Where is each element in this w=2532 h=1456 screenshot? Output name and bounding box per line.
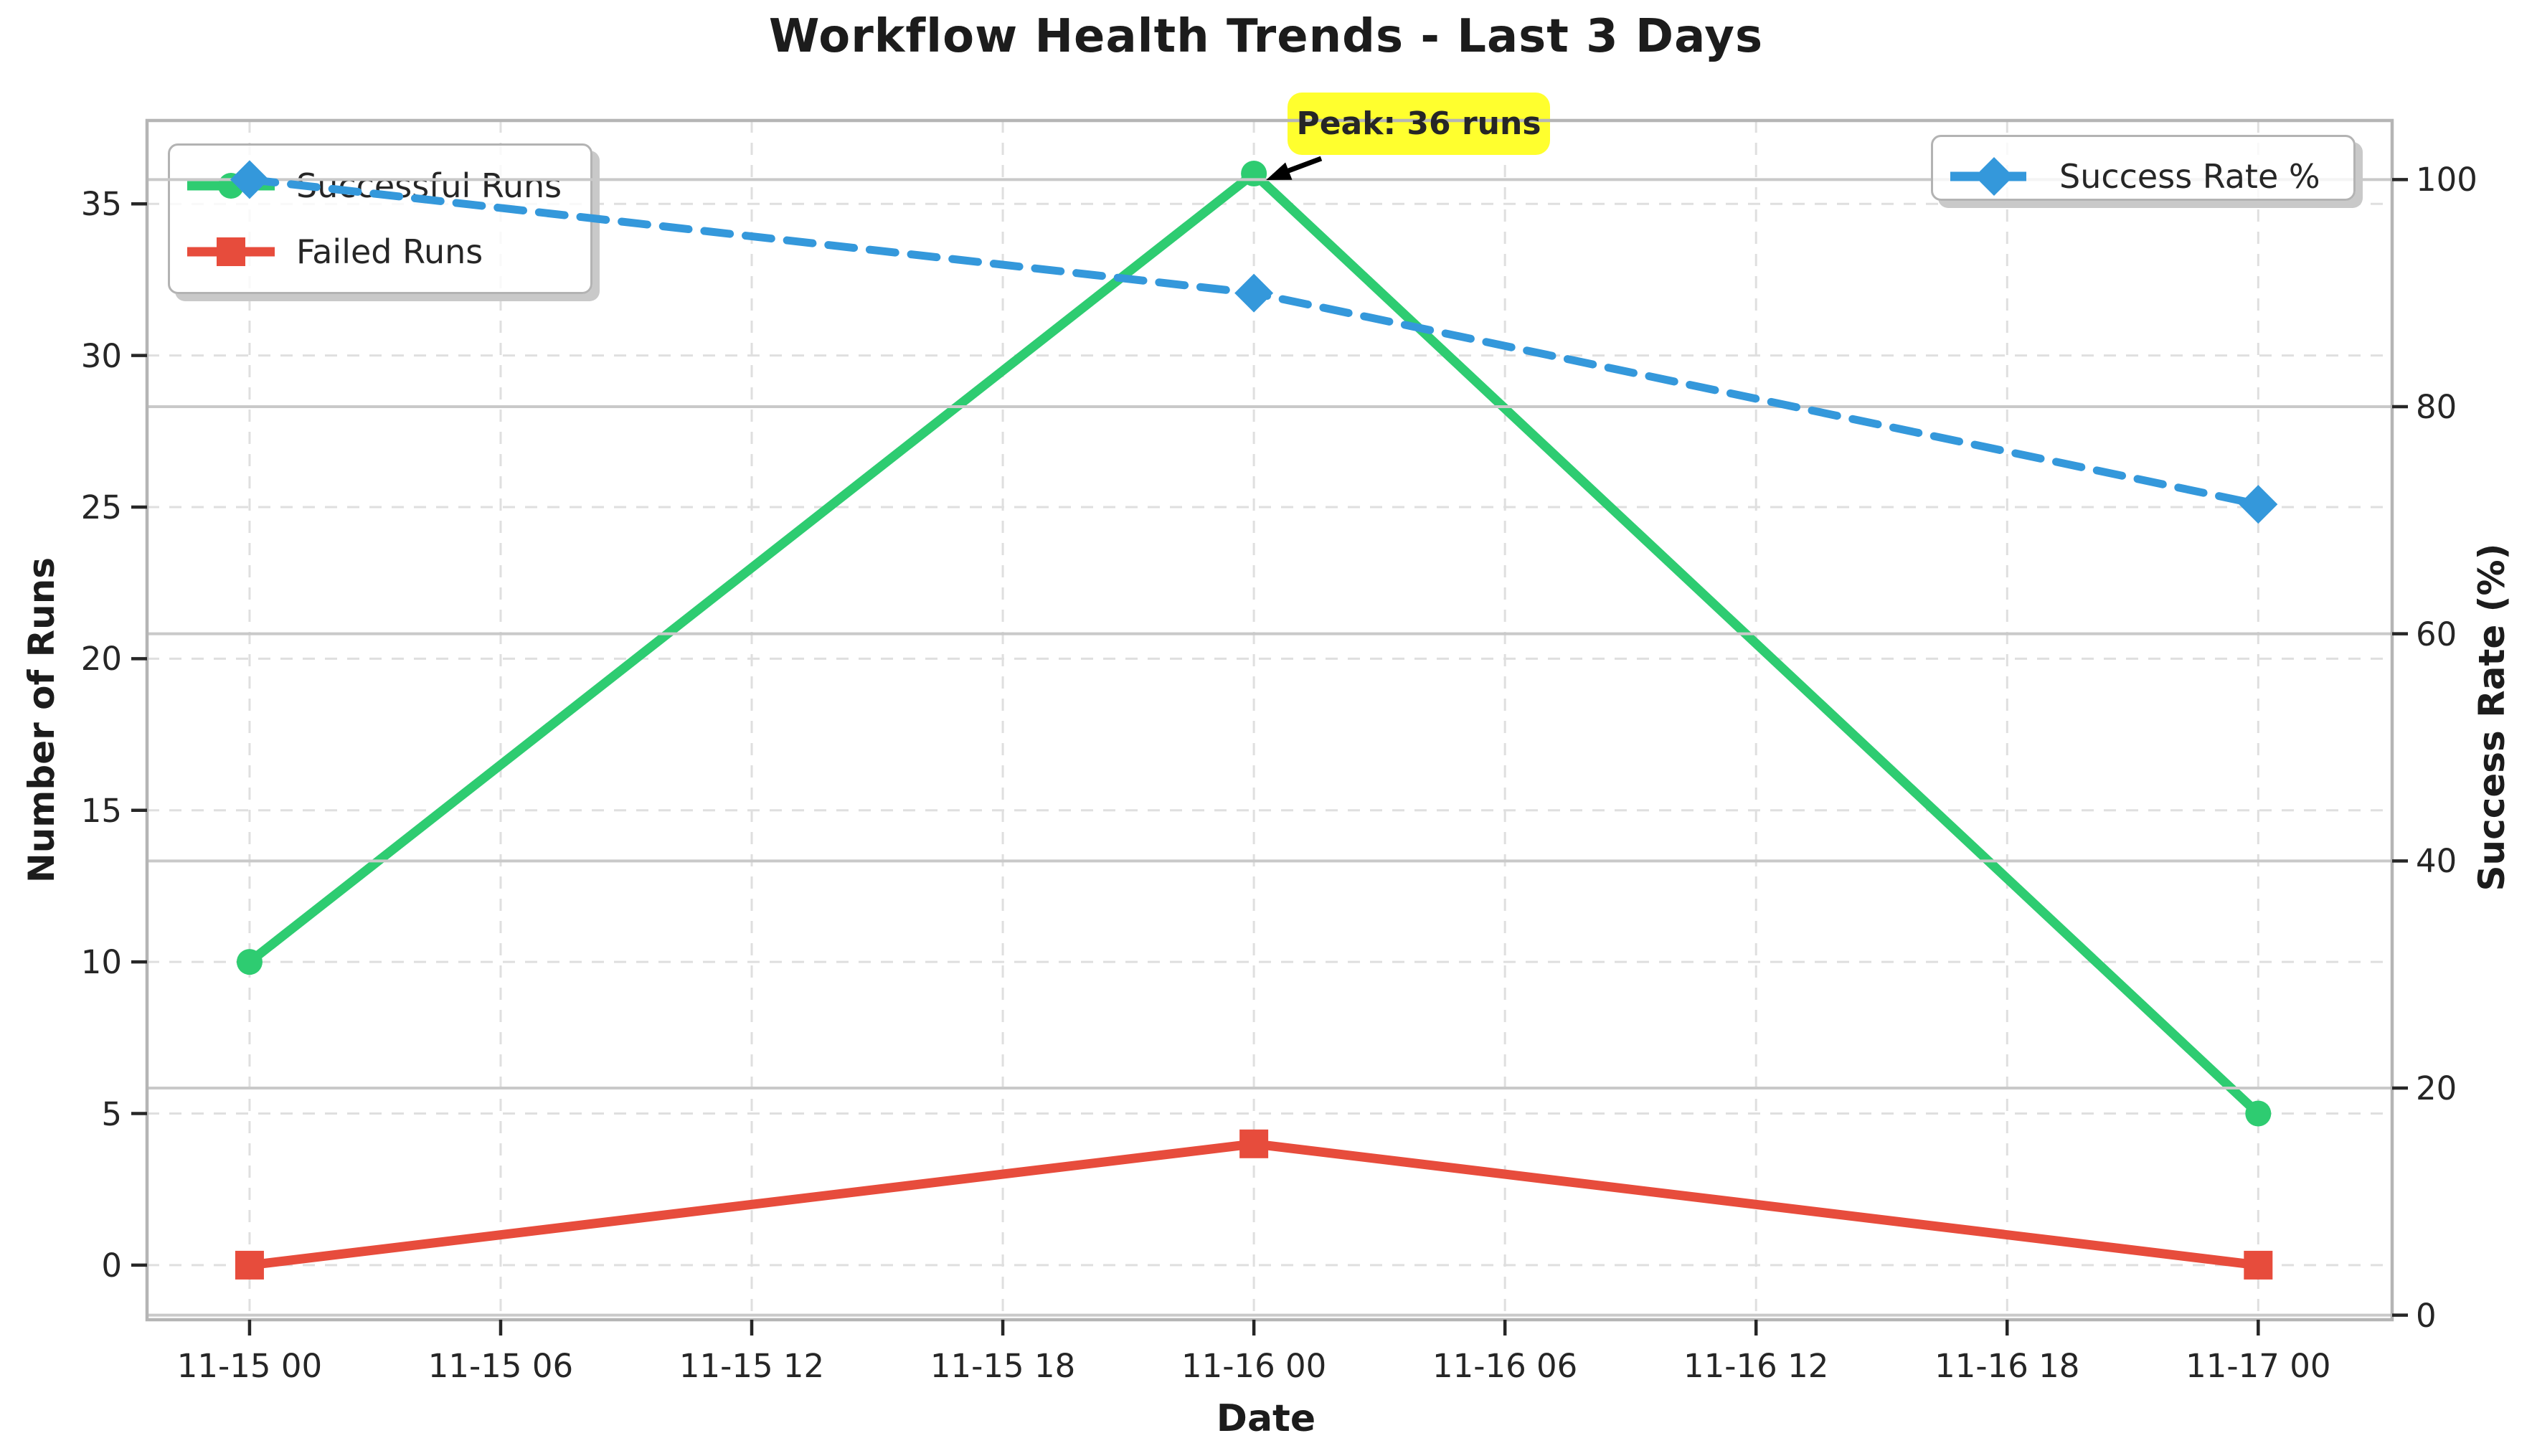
legend-item-success-rate: Success Rate % <box>1950 144 2336 209</box>
annotation-highlight <box>1288 93 1550 155</box>
legend-label: Success Rate % <box>2059 157 2320 196</box>
annotation-text: Peak: 36 runs <box>1296 105 1541 142</box>
failed-runs-marker-icon <box>187 237 275 266</box>
legend-label: Failed Runs <box>296 232 483 271</box>
y-axis-label-right: Success Rate (%) <box>2471 543 2513 892</box>
y-axis-label-left: Number of Runs <box>21 557 62 884</box>
legend-runs: Successful Runs Failed Runs <box>168 143 592 294</box>
success-rate-marker-icon <box>1950 157 2038 196</box>
chart-title: Workflow Health Trends - Last 3 Days <box>768 10 1764 63</box>
legend-rate: Success Rate % <box>1931 135 2356 201</box>
legend-item-failed-runs: Failed Runs <box>187 219 573 284</box>
x-axis-label: Date <box>1216 1397 1316 1440</box>
